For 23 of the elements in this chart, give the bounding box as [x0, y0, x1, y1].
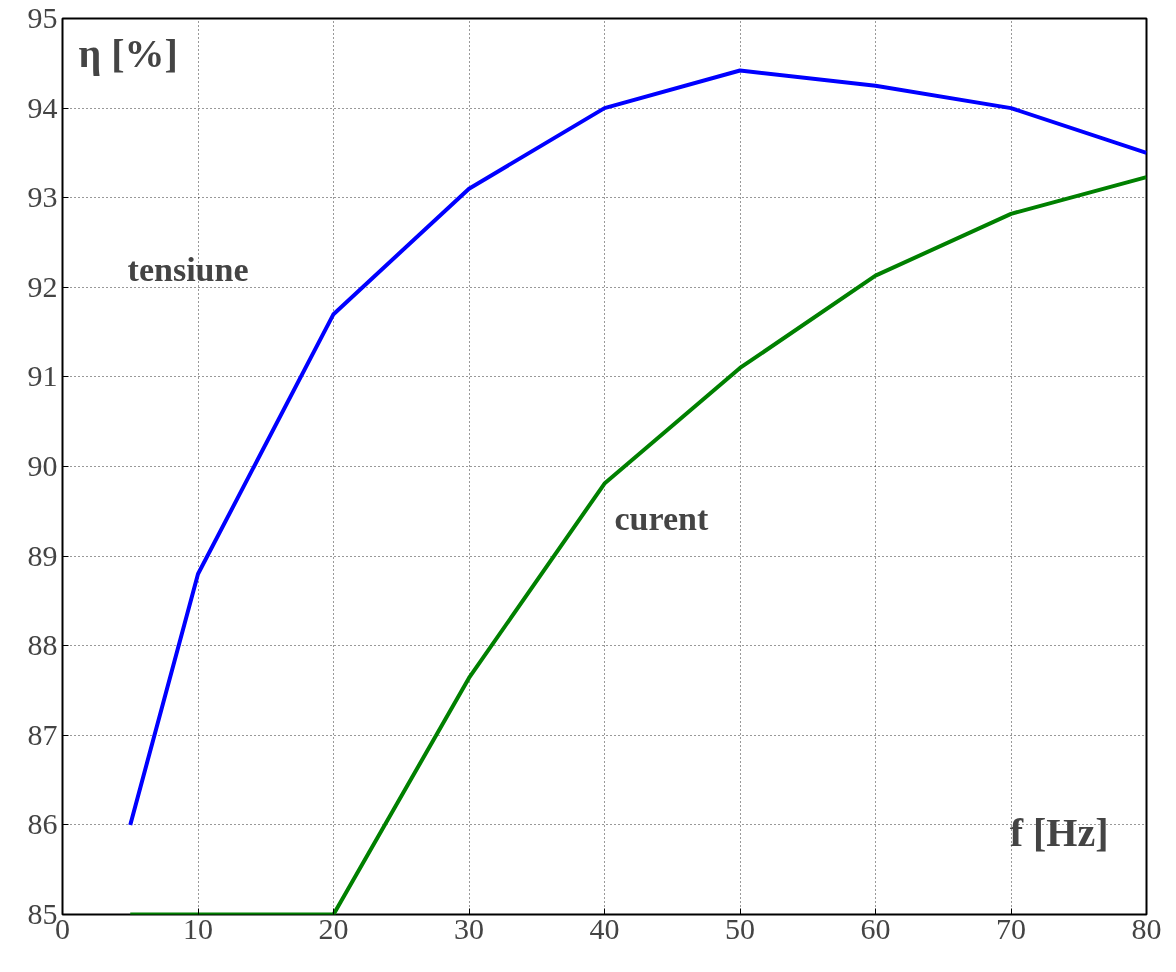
y-axis-title: η [%]: [78, 30, 178, 76]
y-tick-label: 89: [27, 538, 58, 572]
y-tick-label: 91: [27, 359, 58, 393]
y-tick-label: 95: [27, 1, 58, 34]
y-tick-label: 94: [27, 90, 58, 124]
x-axis-title: f [Hz]: [1009, 809, 1109, 855]
x-tick-label: 30: [454, 911, 484, 945]
line-series: [128, 175, 1147, 915]
x-tick-label: 80: [1131, 911, 1162, 945]
y-tick-label: 90: [27, 449, 58, 482]
x-tick-label: 40: [589, 911, 620, 945]
x-tick-label: 10: [183, 911, 213, 945]
y-tick-label: 86: [27, 807, 58, 841]
y-tick-label: 93: [27, 180, 58, 214]
x-tick-label: 70: [996, 911, 1026, 945]
x-tick-label: 50: [725, 911, 755, 945]
y-tick-label: 92: [27, 269, 58, 303]
text: tensiune: [127, 250, 249, 288]
y-tick-label: 88: [27, 628, 58, 662]
y-tick-label: 87: [27, 717, 58, 751]
x-tick-label: 60: [860, 911, 891, 945]
x-tick-label: 20: [318, 911, 349, 945]
series-label: curent: [614, 500, 709, 538]
